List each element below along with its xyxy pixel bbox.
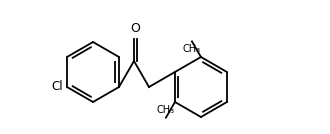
Text: O: O: [130, 22, 140, 35]
Text: Cl: Cl: [51, 81, 63, 94]
Text: CH₃: CH₃: [183, 44, 201, 54]
Text: CH₃: CH₃: [157, 105, 175, 115]
